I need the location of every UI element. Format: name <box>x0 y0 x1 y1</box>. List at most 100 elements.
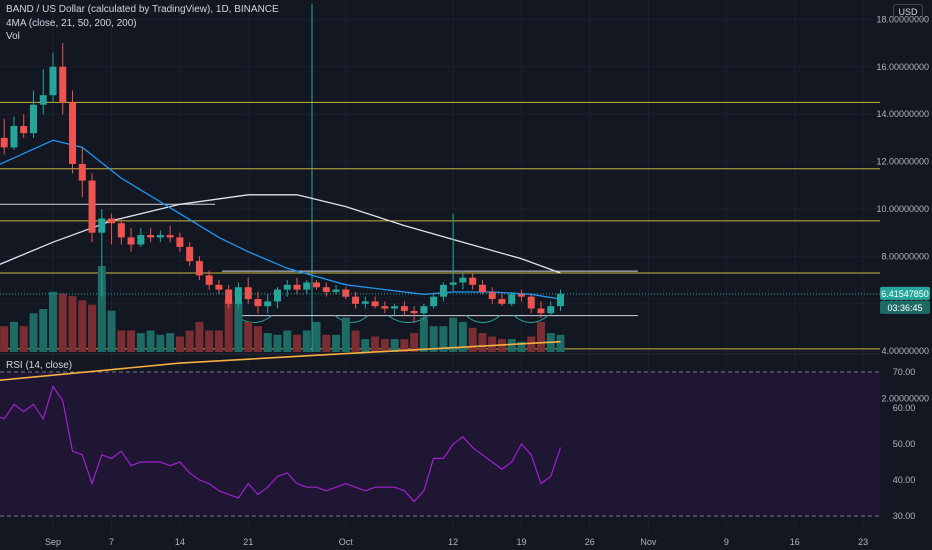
volume-bar <box>537 321 545 352</box>
candle-body <box>273 289 281 302</box>
countdown-text: 03:36:45 <box>887 303 922 313</box>
candle-body <box>439 284 447 297</box>
volume-bar <box>390 339 399 352</box>
candle-body <box>108 218 116 224</box>
volume-bar <box>361 339 370 352</box>
volume-bar <box>341 317 350 352</box>
volume-bar <box>458 321 467 352</box>
candle-body <box>313 282 321 288</box>
candle-body <box>371 301 379 307</box>
currency-button[interactable]: USD <box>893 4 923 21</box>
candle-body <box>469 277 477 285</box>
candle-body <box>449 282 457 285</box>
candle-body <box>244 287 252 300</box>
candle-body <box>283 284 291 290</box>
volume-bar <box>29 313 38 352</box>
candle-body <box>10 126 18 148</box>
volume-bar <box>253 326 262 352</box>
rsi-band-fill <box>0 372 880 516</box>
volume-bar <box>78 300 87 352</box>
candle-body <box>225 289 233 304</box>
price-axis[interactable]: 2.000000004.000000006.000000008.00000000… <box>876 0 932 550</box>
volume-bar <box>175 336 184 352</box>
candle-body <box>410 310 418 314</box>
volume-bar <box>117 330 126 352</box>
candle-body <box>332 289 340 292</box>
time-tick-label: 21 <box>243 537 253 547</box>
volume-bar <box>156 334 165 352</box>
candle-body <box>508 294 516 304</box>
candle-body <box>293 284 301 290</box>
time-axis[interactable]: Sep 7 14 21 Oct 12 19 26 Nov 9 16 23 <box>45 537 868 547</box>
candle-body <box>49 66 57 96</box>
candle-body <box>127 237 135 245</box>
volume-bar <box>234 302 243 352</box>
rsi-tick-label: 70.00 <box>893 367 916 377</box>
volume-bars <box>0 266 565 352</box>
ma-legend[interactable]: 4MA (close, 21, 50, 200, 200) <box>6 18 137 29</box>
candle-body <box>166 235 174 238</box>
volume-bar <box>49 291 57 352</box>
volume-bar <box>332 334 341 352</box>
rsi-tick-label: 60.00 <box>893 403 916 413</box>
candle-body <box>488 291 496 300</box>
rsi-pane <box>0 371 880 517</box>
time-tick-label: Oct <box>339 537 354 547</box>
price-tick-label: 2.00000000 <box>881 394 929 404</box>
candle-body <box>88 180 96 233</box>
pattern-arc <box>513 315 549 324</box>
volume-bar <box>302 330 311 352</box>
candle-body <box>303 282 311 290</box>
price-tick-label: 10.00000000 <box>876 204 929 214</box>
volume-bar <box>185 330 194 352</box>
volume-bar <box>371 336 380 352</box>
rsi-tick-label: 50.00 <box>893 439 916 449</box>
candle-body <box>215 284 223 290</box>
volume-bar <box>322 334 331 352</box>
volume-bar <box>507 339 516 352</box>
volume-bar <box>214 330 223 352</box>
candle-body <box>391 306 399 309</box>
candle-body <box>430 296 438 307</box>
countdown-tag <box>880 300 930 314</box>
candle-body <box>186 246 194 262</box>
pattern-arc <box>334 315 369 324</box>
time-tick-label: 23 <box>858 537 868 547</box>
volume-bar <box>9 321 18 352</box>
time-tick-label: 12 <box>448 537 458 547</box>
volume-bar <box>263 333 272 352</box>
volume-bar <box>312 321 321 352</box>
time-tick-label: 26 <box>585 537 595 547</box>
candle-body <box>459 277 467 283</box>
price-tick-label: 14.00000000 <box>876 109 929 119</box>
candle-body <box>78 163 86 181</box>
rsi-legend[interactable]: RSI (14, close) <box>6 360 73 371</box>
candle-body <box>205 275 213 285</box>
candle-body <box>381 306 389 309</box>
price-tags: 6.41547850 03:36:45 <box>0 286 930 314</box>
volume-bar <box>283 330 292 352</box>
volume-bar <box>68 296 77 352</box>
candle-body <box>117 223 125 238</box>
volume-bar <box>468 327 477 352</box>
volume-legend[interactable]: Vol <box>6 31 20 42</box>
volume-bar <box>449 317 458 352</box>
candle-body <box>517 294 525 297</box>
volume-bar <box>127 330 136 352</box>
volume-bar <box>146 330 155 352</box>
price-tick-label: 18.00000000 <box>876 14 929 24</box>
rsi-line <box>0 385 562 503</box>
time-tick-label: 16 <box>790 537 800 547</box>
volume-bar <box>19 326 28 352</box>
price-tick-label: 4.00000000 <box>881 346 929 356</box>
candle-body <box>527 296 535 309</box>
symbol-legend[interactable]: BAND / US Dollar (calculated by TradingV… <box>6 4 279 15</box>
volume-bar <box>293 334 301 352</box>
volume-bar <box>429 326 438 352</box>
volume-bar <box>380 339 389 352</box>
volume-bar <box>195 321 204 352</box>
volume-bar <box>97 266 106 352</box>
time-tick-label: 7 <box>109 537 114 547</box>
volume-bar <box>107 310 116 352</box>
